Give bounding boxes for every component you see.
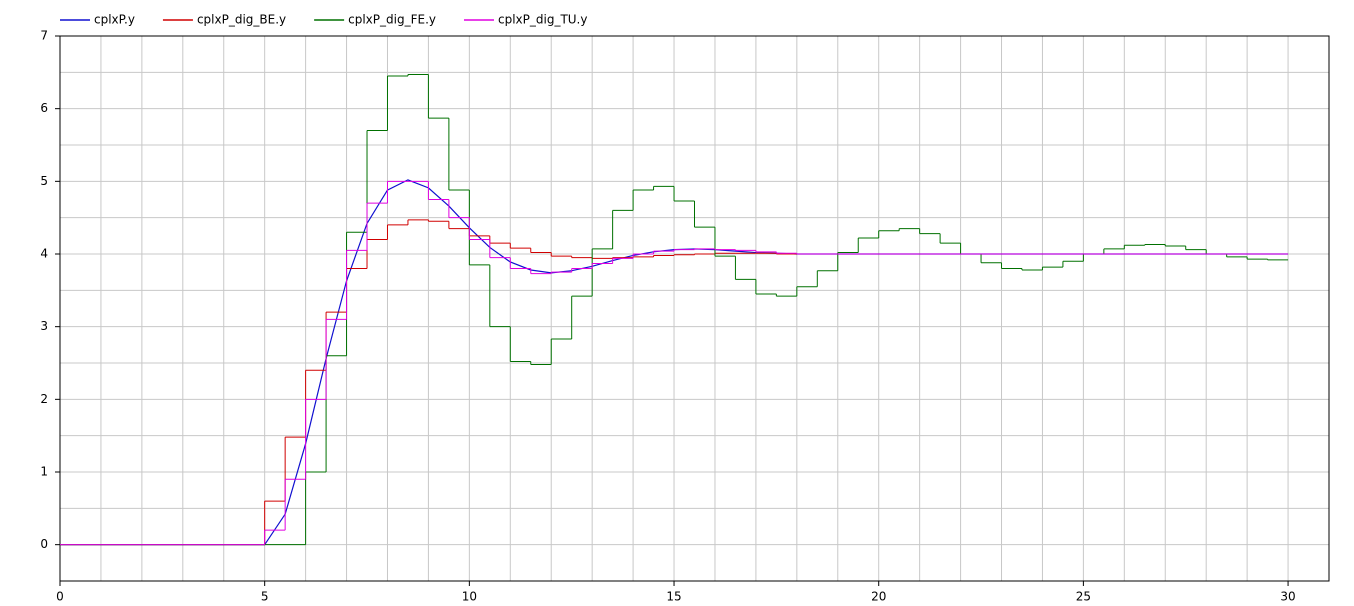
x-tick-label: 30 <box>1280 590 1295 604</box>
legend-label: cplxP_dig_FE.y <box>348 13 436 27</box>
y-tick-label: 3 <box>40 319 48 333</box>
y-tick-label: 4 <box>40 247 48 261</box>
legend-label: cplxP_dig_TU.y <box>498 13 587 27</box>
x-tick-label: 25 <box>1076 590 1091 604</box>
plot-border <box>59 35 1330 582</box>
x-tick-label: 20 <box>871 590 886 604</box>
y-tick-label: 7 <box>40 29 48 43</box>
x-tick-label: 10 <box>462 590 477 604</box>
y-tick-label: 0 <box>40 537 48 551</box>
series <box>60 180 1289 546</box>
legend-label: cplxP.y <box>94 13 135 27</box>
y-tick-label: 5 <box>40 174 48 188</box>
y-tick-label: 6 <box>40 101 48 115</box>
y-tick-label: 2 <box>40 392 48 406</box>
legend-label: cplxP_dig_BE.y <box>197 13 286 27</box>
x-tick-label: 15 <box>666 590 681 604</box>
x-tick-label: 0 <box>56 590 64 604</box>
y-tick-label: 1 <box>40 465 48 479</box>
x-tick-label: 5 <box>261 590 269 604</box>
